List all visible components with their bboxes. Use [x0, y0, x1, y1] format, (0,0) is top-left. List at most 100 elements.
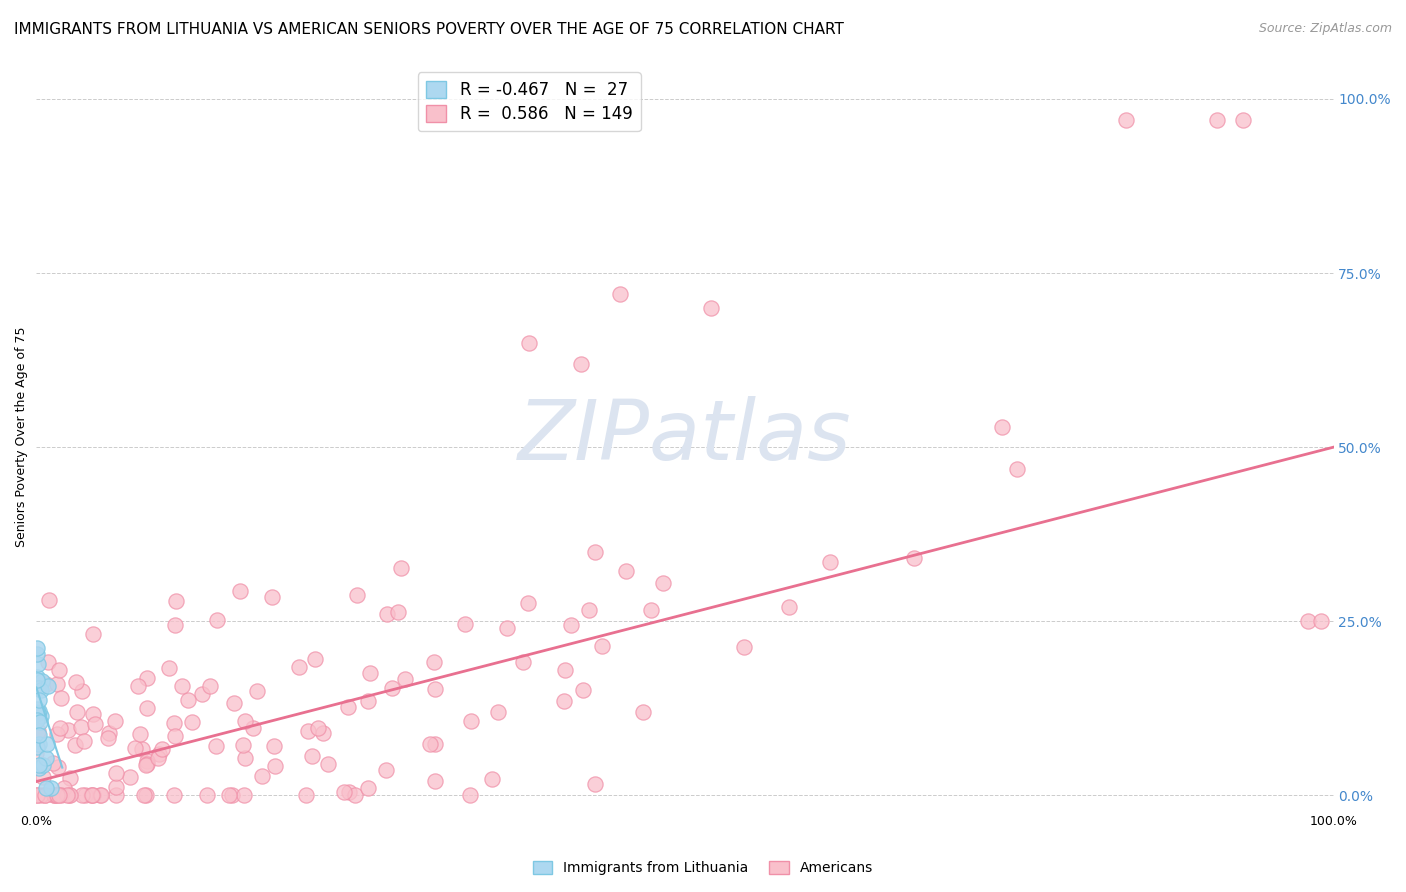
Point	[1232, 112, 1254, 127]
Point	[454, 616, 477, 631]
Point	[423, 681, 446, 696]
Point	[82, 789, 104, 803]
Point	[59, 772, 82, 786]
Point	[614, 565, 637, 579]
Point	[387, 605, 409, 619]
Point	[163, 729, 186, 743]
Point	[135, 758, 157, 772]
Point	[46, 727, 69, 741]
Point	[357, 694, 380, 708]
Point	[486, 705, 509, 719]
Point	[818, 555, 841, 569]
Point	[82, 707, 104, 722]
Point	[80, 789, 103, 803]
Point	[381, 681, 404, 695]
Point	[218, 789, 240, 803]
Legend: R = -0.467   N =  27, R =  0.586   N = 149: R = -0.467 N = 27, R = 0.586 N = 149	[418, 72, 641, 131]
Point	[70, 720, 93, 734]
Point	[73, 734, 96, 748]
Y-axis label: Seniors Poverty Over the Age of 75: Seniors Poverty Over the Age of 75	[15, 326, 28, 547]
Legend: Immigrants from Lithuania, Americans: Immigrants from Lithuania, Americans	[527, 855, 879, 880]
Point	[262, 590, 284, 604]
Point	[96, 731, 118, 746]
Point	[233, 714, 256, 728]
Point	[609, 287, 631, 301]
Point	[118, 770, 141, 784]
Point	[34, 789, 56, 803]
Point	[27, 657, 49, 672]
Point	[517, 335, 540, 350]
Point	[1309, 615, 1331, 629]
Point	[571, 682, 593, 697]
Point	[25, 647, 48, 661]
Point	[1005, 461, 1028, 475]
Point	[131, 742, 153, 756]
Point	[640, 603, 662, 617]
Point	[177, 693, 200, 707]
Point	[46, 677, 69, 691]
Point	[148, 747, 170, 761]
Point	[27, 789, 49, 803]
Point	[233, 750, 256, 764]
Point	[56, 723, 79, 737]
Point	[34, 789, 56, 803]
Point	[200, 679, 222, 693]
Point	[264, 758, 287, 772]
Text: ZIPatlas: ZIPatlas	[519, 396, 852, 477]
Point	[631, 705, 654, 719]
Point	[150, 742, 173, 756]
Point	[733, 640, 755, 655]
Point	[45, 789, 67, 803]
Point	[578, 603, 600, 617]
Point	[27, 723, 49, 738]
Point	[346, 588, 368, 602]
Point	[307, 722, 329, 736]
Point	[28, 704, 51, 718]
Point	[34, 781, 56, 796]
Point	[70, 789, 93, 803]
Point	[35, 737, 58, 751]
Point	[516, 596, 538, 610]
Point	[316, 757, 339, 772]
Point	[27, 737, 49, 751]
Point	[90, 789, 112, 803]
Point	[134, 789, 156, 803]
Point	[357, 780, 380, 795]
Point	[28, 761, 51, 775]
Point	[28, 692, 51, 706]
Point	[165, 593, 187, 607]
Point	[25, 678, 48, 692]
Point	[49, 721, 72, 735]
Point	[124, 741, 146, 756]
Point	[263, 739, 285, 753]
Point	[591, 640, 613, 654]
Point	[25, 702, 48, 716]
Point	[135, 701, 157, 715]
Point	[28, 714, 51, 729]
Point	[53, 780, 76, 795]
Point	[37, 656, 59, 670]
Point	[27, 706, 49, 720]
Point	[232, 789, 254, 803]
Point	[229, 584, 252, 599]
Point	[25, 670, 48, 684]
Point	[44, 789, 66, 803]
Point	[27, 681, 49, 695]
Point	[301, 748, 323, 763]
Point	[31, 673, 53, 688]
Point	[30, 683, 52, 698]
Point	[294, 789, 316, 803]
Point	[58, 789, 80, 803]
Point	[63, 739, 86, 753]
Point	[48, 663, 70, 677]
Point	[30, 708, 52, 723]
Point	[157, 660, 180, 674]
Point	[35, 677, 58, 691]
Point	[136, 671, 159, 685]
Point	[38, 593, 60, 607]
Point	[59, 789, 82, 803]
Point	[560, 618, 582, 632]
Point	[481, 772, 503, 786]
Point	[104, 766, 127, 780]
Point	[553, 693, 575, 707]
